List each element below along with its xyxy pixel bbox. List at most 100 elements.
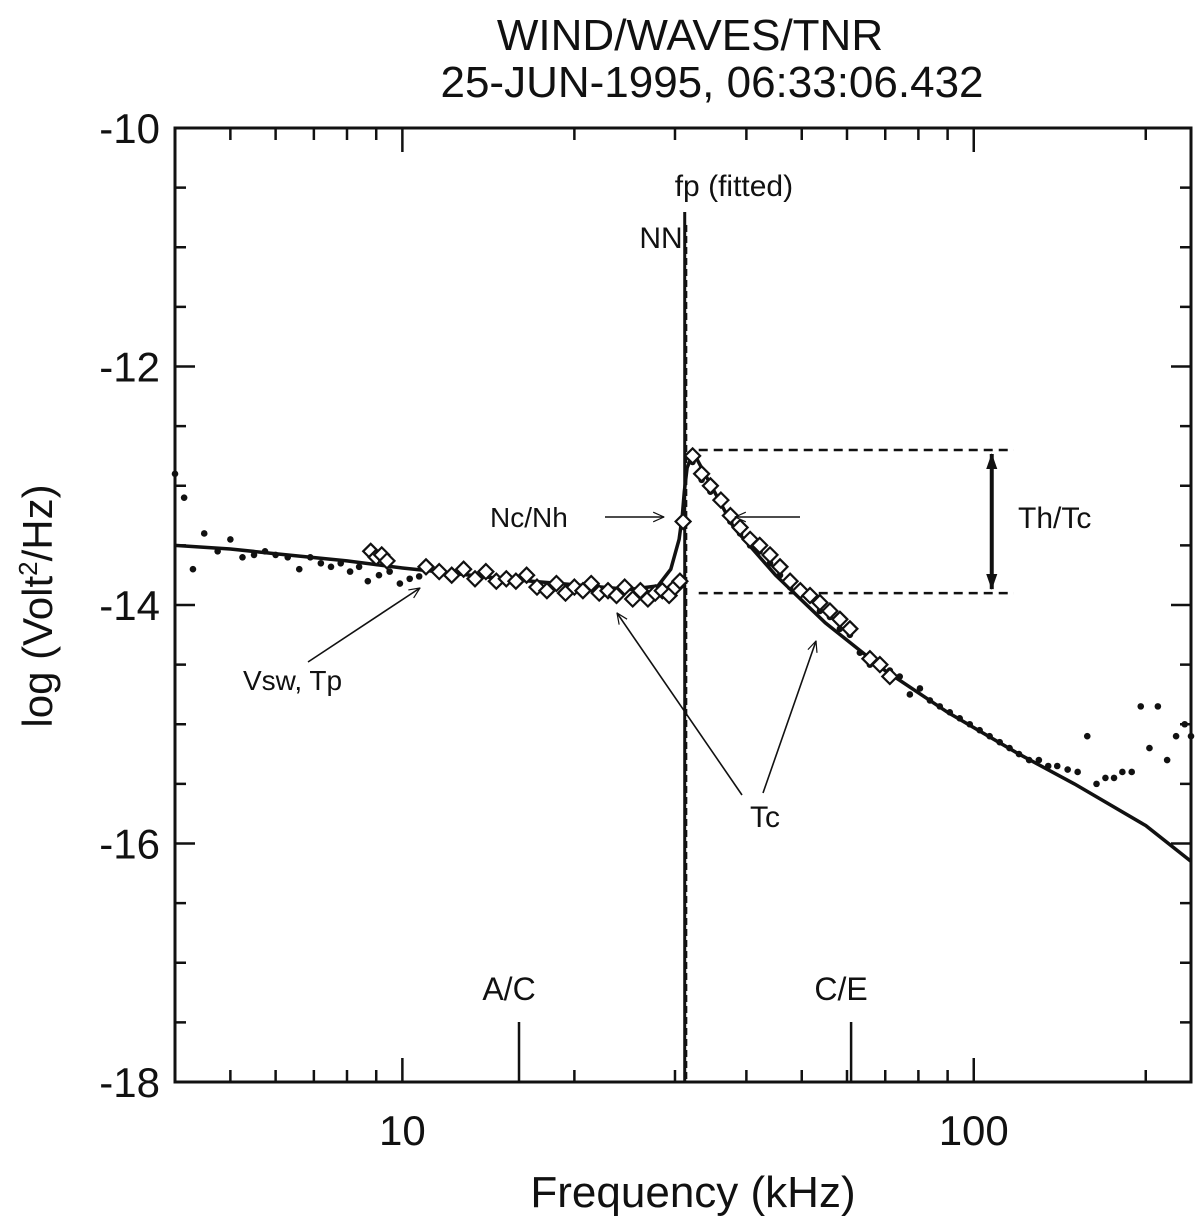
fit-curve-line <box>174 448 1193 863</box>
x-axis-title: Frequency (kHz) <box>530 1168 855 1217</box>
diamond-point <box>582 574 601 593</box>
y-tick-label: -14 <box>99 582 160 629</box>
data-point <box>1146 744 1153 752</box>
y-axis-tick-labels: -10 -12 -14 -16 -18 <box>99 105 160 1106</box>
vsw-tp-arrow <box>307 588 420 663</box>
data-point <box>189 565 197 573</box>
data-point <box>836 625 844 633</box>
data-point <box>171 470 179 478</box>
diamond-point <box>830 610 849 629</box>
data-point <box>180 494 188 501</box>
diamond-point <box>537 581 556 600</box>
diamond-point <box>683 446 702 465</box>
nc-nh-label: Nc/Nh <box>490 502 568 533</box>
data-point <box>1064 766 1071 773</box>
diamond-point <box>377 551 397 570</box>
diamond-point <box>416 557 436 576</box>
data-point <box>375 571 383 579</box>
data-point <box>1137 703 1145 710</box>
diamond-point <box>820 601 839 621</box>
fp-fitted-label: fp (fitted) <box>675 170 793 203</box>
data-point <box>1035 756 1043 764</box>
band-markers: A/C C/E <box>482 971 868 1082</box>
y-axis-title-tail: /Hz) <box>14 484 61 561</box>
data-point <box>386 568 393 575</box>
y-tick-label: -16 <box>99 821 160 868</box>
chart-subtitle: 25-JUN-1995, 06:33:06.432 <box>440 58 983 107</box>
data-point <box>396 580 404 587</box>
data-point <box>317 559 325 567</box>
diamond-point <box>615 578 634 597</box>
diamond-point <box>750 536 769 555</box>
band-marker-label: A/C <box>482 971 535 1007</box>
data-point <box>1128 768 1136 776</box>
data-point <box>406 575 414 583</box>
diamond-point <box>800 586 820 605</box>
data-point <box>1093 780 1100 788</box>
diamond-point <box>692 464 711 483</box>
chart-title: WIND/WAVES/TNR <box>497 11 883 60</box>
diamond-point <box>870 655 889 674</box>
th-tc-label: Th/Tc <box>1018 502 1091 535</box>
data-point <box>1083 732 1091 740</box>
diamond-point <box>670 572 689 591</box>
x-tick-label: 10 <box>379 1107 426 1154</box>
y-tick-label: -10 <box>99 105 160 152</box>
data-point <box>1102 774 1109 782</box>
data-point <box>1110 774 1118 782</box>
diamond-point <box>547 574 566 593</box>
data-point <box>346 568 354 575</box>
diamond-point <box>781 572 800 591</box>
band-marker-label: C/E <box>814 971 867 1007</box>
nn-label: NN <box>639 222 682 255</box>
y-tick-label: -18 <box>99 1059 160 1106</box>
tc-arrow-left <box>617 613 743 796</box>
plot-frame <box>173 126 1193 1084</box>
data-point <box>239 554 246 561</box>
data-point <box>327 563 335 571</box>
diamond-point <box>711 491 730 510</box>
y-axis-ticks <box>175 126 1191 1084</box>
data-point <box>355 563 363 571</box>
diamond-point <box>506 572 525 591</box>
diamond-point <box>731 518 750 537</box>
tc-label: Tc <box>750 801 780 834</box>
data-point <box>415 573 423 580</box>
x-axis-ticks <box>173 128 1148 1082</box>
vsw-tp-label: Vsw, Tp <box>243 665 342 696</box>
x-tick-label: 100 <box>939 1107 1009 1154</box>
diamond-point <box>454 560 473 579</box>
y-axis-title: log (Volt2/Hz) <box>13 484 61 727</box>
diamond-point <box>476 562 495 581</box>
diamond-point <box>880 667 899 686</box>
data-point <box>906 691 914 698</box>
data-point <box>364 577 372 585</box>
y-axis-title-main: log (Volt <box>14 576 61 728</box>
fit-diamond-points <box>361 446 899 686</box>
data-point <box>916 685 924 692</box>
diamond-point <box>465 569 485 588</box>
data-point <box>1154 703 1162 710</box>
diamond-point <box>760 545 780 564</box>
data-point <box>1187 732 1195 740</box>
y-axis-title-superscript: 2 <box>13 561 43 575</box>
data-point <box>1074 768 1081 776</box>
data-point <box>1181 720 1189 728</box>
data-point <box>227 536 234 543</box>
data-point <box>295 565 303 573</box>
diamond-point <box>517 566 536 585</box>
diamond-point <box>442 566 461 585</box>
diamond-point <box>810 593 829 612</box>
diamond-point <box>607 586 626 605</box>
data-point <box>1172 732 1180 740</box>
diamond-point <box>701 476 720 495</box>
x-axis-tick-labels: 10 100 <box>379 1107 1009 1154</box>
data-point <box>1163 756 1171 764</box>
diamond-point <box>840 619 859 638</box>
data-point <box>1053 762 1061 770</box>
diamond-point <box>770 557 790 576</box>
data-point <box>1119 768 1126 776</box>
diamond-point <box>674 512 693 531</box>
data-point <box>200 530 208 537</box>
